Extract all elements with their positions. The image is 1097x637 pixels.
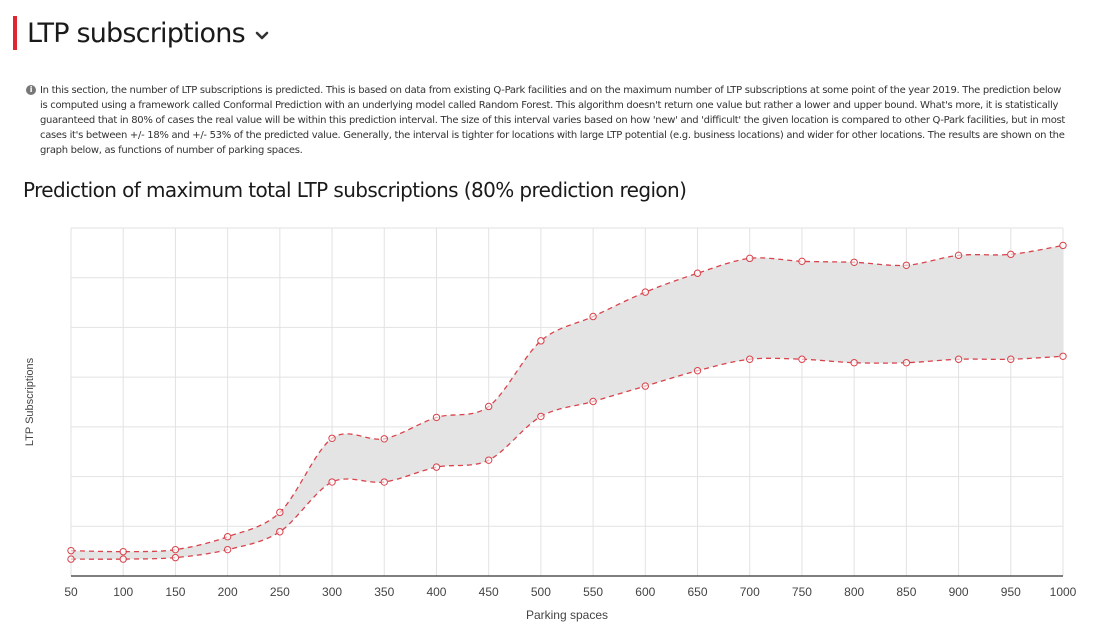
lower-bound-point: [328, 478, 336, 486]
upper-bound-point: [276, 508, 284, 517]
upper-bound-point: [746, 254, 754, 263]
chart-title: Prediction of maximum total LTP subscrip…: [23, 178, 687, 202]
x-tick-label: 150: [165, 585, 185, 599]
x-tick-label: 250: [270, 585, 290, 599]
lower-bound-point: [1007, 355, 1015, 363]
accent-bar: [13, 16, 17, 50]
bound-lines: [70, 244, 1064, 560]
lower-bound-point: [746, 355, 754, 363]
lower-bound-point: [902, 359, 911, 367]
upper-bound-point: [798, 257, 806, 266]
x-tick-label: 800: [844, 585, 864, 599]
upper-bound-point: [850, 258, 858, 267]
upper-bound-point: [67, 546, 75, 555]
x-tick-labels: 50 100 150 200 250 300 350 400 450 500 550 600 650 70…: [64, 585, 1076, 599]
lower-bound-point: [380, 478, 388, 486]
lower-bound-line: [70, 355, 1064, 560]
info-text: In this section, the number of LTP subsc…: [40, 85, 1066, 157]
upper-bound-point: [537, 337, 545, 345]
lower-bound-point: [67, 555, 75, 563]
upper-bound-point: [589, 312, 597, 321]
chevron-down-icon[interactable]: [255, 26, 269, 45]
lower-bound-point: [537, 412, 545, 421]
lower-bound-point: [850, 359, 858, 367]
prediction-chart: 50 100 150 200 250 300 350 400 450 500 550 600 650 70…: [24, 227, 1077, 622]
x-tick-label: 1000: [1050, 585, 1077, 599]
x-tick-label: 950: [1001, 585, 1021, 599]
x-tick-label: 350: [374, 585, 394, 599]
upper-bound-point: [380, 435, 388, 443]
x-tick-label: 700: [740, 585, 760, 599]
x-tick-label: 850: [896, 585, 916, 599]
x-tick-label: 600: [635, 585, 655, 599]
x-tick-label: 450: [479, 585, 499, 599]
upper-bound-point: [902, 261, 911, 269]
lower-bound-point: [171, 553, 180, 562]
x-tick-label: 550: [583, 585, 603, 599]
info-section: i In this section, the number of LTP sub…: [26, 83, 1066, 158]
page-header: LTP subscriptions: [13, 16, 269, 50]
lower-bound-point: [693, 366, 702, 375]
data-points: [67, 241, 1067, 563]
x-tick-label: 200: [218, 585, 238, 599]
lower-bound-point: [119, 555, 127, 563]
upper-bound-point: [328, 434, 336, 442]
lower-bound-point: [484, 456, 493, 464]
upper-bound-point: [954, 251, 963, 260]
upper-bound-point: [693, 269, 702, 277]
upper-bound-point: [641, 288, 650, 296]
x-tick-label: 100: [113, 585, 133, 599]
lower-bound-point: [641, 382, 650, 390]
x-tick-label: 500: [531, 585, 551, 599]
lower-bound-point: [223, 545, 232, 554]
x-tick-label: 750: [792, 585, 812, 599]
lower-bound-point: [276, 528, 284, 536]
x-tick-label: 900: [949, 585, 969, 599]
upper-bound-point: [119, 547, 127, 556]
upper-bound-point: [1059, 241, 1067, 250]
lower-bound-point: [432, 463, 441, 471]
x-tick-label: 300: [322, 585, 342, 599]
upper-bound-point: [432, 413, 441, 422]
lower-bound-point: [798, 355, 806, 363]
x-axis-label: Parking spaces: [526, 608, 608, 622]
info-icon: i: [26, 85, 36, 95]
page-title: LTP subscriptions: [27, 17, 246, 49]
upper-bound-point: [223, 533, 232, 541]
upper-bound-point: [1007, 250, 1015, 259]
lower-bound-point: [1059, 352, 1067, 360]
upper-bound-line: [70, 244, 1064, 553]
prediction-band-area: [71, 245, 1063, 560]
upper-bound-point: [484, 402, 493, 411]
x-tick-label: 400: [426, 585, 446, 599]
y-axis-label: LTP Subscriptions: [24, 357, 36, 446]
upper-bound-point: [171, 545, 180, 554]
prediction-band: [71, 245, 1063, 560]
x-tick-label: 650: [688, 585, 708, 599]
lower-bound-point: [954, 355, 963, 363]
x-tick-label: 50: [64, 585, 78, 599]
lower-bound-point: [589, 397, 597, 406]
